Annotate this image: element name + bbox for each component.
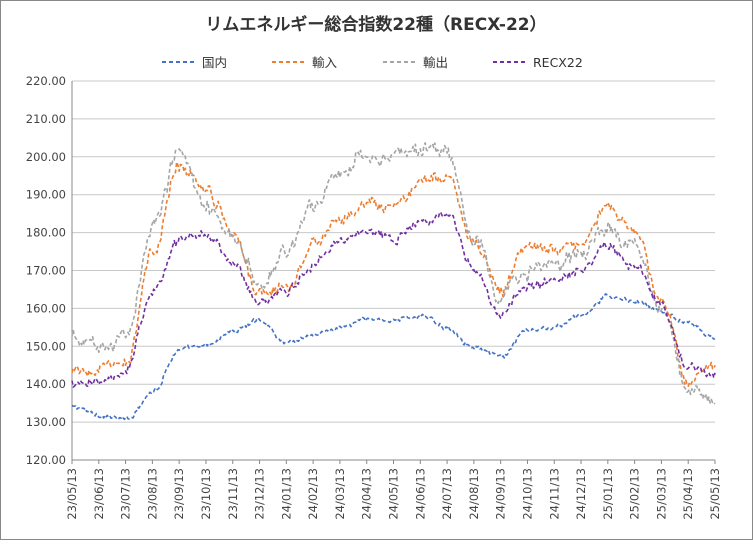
x-tick-label: 23/10/13 — [199, 468, 213, 520]
series-line-2 — [71, 142, 716, 406]
x-tick-label: 24/09/13 — [494, 468, 508, 520]
x-tick-label: 25/03/13 — [654, 468, 668, 520]
x-axis: 23/05/13 23/06/13 23/07/13 23/08/13 23/09/13… — [65, 459, 722, 520]
x-tick-label: 24/10/13 — [520, 468, 534, 520]
y-tick-label: 120.00 — [26, 453, 66, 467]
x-tick-label: 24/11/13 — [547, 468, 561, 520]
y-tick-label: 160.00 — [26, 301, 66, 315]
series-line-0 — [71, 293, 716, 421]
legend-label: RECX22 — [533, 55, 583, 70]
x-tick-label: 23/05/13 — [65, 468, 79, 520]
y-tick-label: 150.00 — [26, 339, 66, 353]
x-tick-label: 25/02/13 — [628, 468, 642, 520]
legend-label: 輸出 — [423, 55, 448, 70]
x-tick-label: 24/07/13 — [440, 468, 454, 520]
x-tick-label: 23/06/13 — [92, 468, 106, 520]
x-tick-label: 25/04/13 — [681, 468, 695, 520]
y-axis: 120.00 130.00 140.00 150.00 160.00 170.00 180.… — [26, 74, 73, 467]
x-tick-label: 25/01/13 — [601, 468, 615, 520]
y-tick-label: 140.00 — [26, 377, 66, 391]
y-tick-label: 190.00 — [26, 188, 66, 202]
x-tick-label: 23/12/13 — [253, 468, 267, 520]
x-tick-label: 24/06/13 — [413, 468, 427, 520]
y-tick-label: 180.00 — [26, 226, 66, 240]
series-layer — [71, 142, 716, 421]
series-line-1 — [71, 161, 716, 388]
legend-label: 国内 — [202, 55, 227, 70]
x-tick-label: 25/05/13 — [708, 468, 722, 520]
legend: 国内 輸入 輸出 RECX22 — [162, 55, 583, 70]
series-line-3 — [71, 211, 716, 388]
y-tick-label: 220.00 — [26, 74, 66, 88]
x-tick-label: 24/03/13 — [333, 468, 347, 520]
x-tick-label: 24/04/13 — [360, 468, 374, 520]
x-tick-label: 24/05/13 — [387, 468, 401, 520]
y-tick-label: 210.00 — [26, 112, 66, 126]
chart-title: リムエネルギー総合指数22種（RECX-22） — [205, 14, 546, 35]
x-tick-label: 24/01/13 — [279, 468, 293, 520]
x-tick-label: 23/08/13 — [145, 468, 159, 520]
x-tick-label: 24/08/13 — [467, 468, 481, 520]
y-tick-label: 200.00 — [26, 150, 66, 164]
legend-label: 輸入 — [312, 55, 338, 70]
y-tick-label: 170.00 — [26, 264, 66, 278]
x-tick-label: 23/07/13 — [119, 468, 133, 520]
x-tick-label: 24/02/13 — [306, 468, 320, 520]
x-tick-label: 23/11/13 — [226, 468, 240, 520]
x-tick-label: 23/09/13 — [172, 468, 186, 520]
x-tick-label: 24/12/13 — [574, 468, 588, 520]
y-tick-label: 130.00 — [26, 415, 66, 429]
